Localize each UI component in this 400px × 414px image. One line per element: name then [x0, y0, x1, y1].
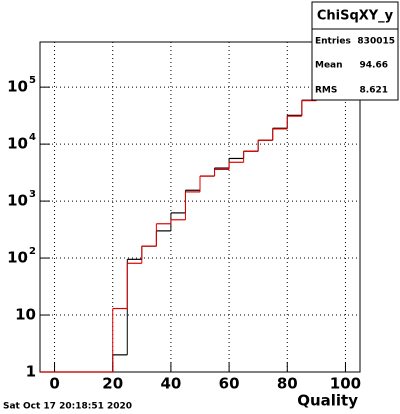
y-tick-exponent: 4	[29, 132, 36, 143]
y-tick-exponent: 3	[29, 189, 36, 200]
x-tick-label: 100	[330, 375, 361, 393]
y-tick-label: 10	[7, 78, 28, 96]
y-tick-exponent: 2	[29, 246, 36, 257]
x-tick-label: 60	[219, 375, 240, 393]
stats-label: RMS	[315, 86, 337, 96]
y-tick-label: 1	[26, 363, 36, 381]
x-tick-label: 80	[277, 375, 298, 393]
stats-value: 94.66	[360, 61, 388, 71]
stats-value: 830015	[357, 37, 395, 47]
stats-box: ChiSqXY_y Entries 830015 Mean 94.66 RMS …	[311, 1, 399, 101]
y-tick-label: 10	[7, 249, 28, 267]
y-tick-label: 10	[15, 306, 36, 324]
x-axis-label: Quality	[297, 392, 358, 410]
footer-date: Sat Oct 17 20:18:51 2020	[3, 402, 132, 412]
stats-frame	[311, 1, 399, 101]
stats-value: 8.621	[360, 86, 388, 96]
y-tick-exponent: 5	[29, 75, 36, 86]
stats-title: ChiSqXY_y	[317, 9, 394, 24]
stats-label: Entries	[315, 37, 351, 47]
stats-label: Mean	[315, 61, 343, 71]
y-tick-label: 10	[7, 135, 28, 153]
x-tick-label: 0	[49, 375, 59, 393]
x-tick-label: 20	[102, 375, 123, 393]
y-tick-label: 10	[7, 192, 28, 210]
x-tick-label: 40	[160, 375, 181, 393]
